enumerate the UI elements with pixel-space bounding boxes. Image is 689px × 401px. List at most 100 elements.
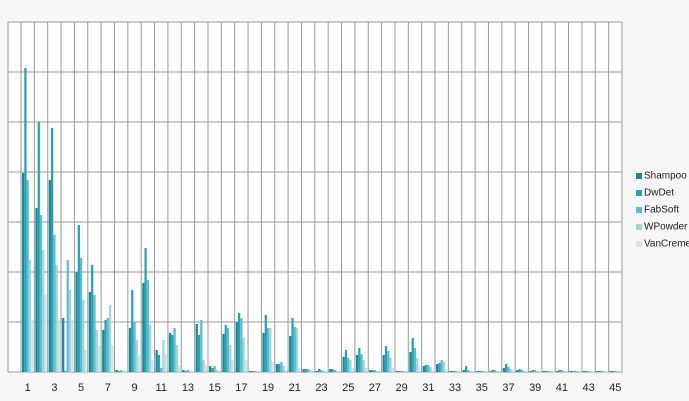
x-tick-label: 33 [449, 382, 461, 394]
bar [289, 336, 292, 372]
bar [542, 371, 546, 372]
bar [269, 328, 272, 372]
bar [204, 365, 207, 372]
x-tick-label: 29 [396, 382, 408, 394]
bar [57, 320, 61, 372]
legend-label: WPowder [644, 222, 688, 233]
bar [611, 371, 615, 372]
bar [582, 371, 586, 372]
bar [197, 335, 201, 372]
bar [186, 370, 190, 372]
bar [231, 360, 234, 372]
bar [563, 371, 566, 372]
bar [476, 371, 479, 372]
bar [364, 368, 368, 372]
bar [511, 370, 515, 372]
bar [64, 371, 67, 372]
bar [298, 368, 301, 372]
bar [371, 370, 374, 372]
bar [344, 350, 348, 372]
bar [251, 371, 254, 372]
bar [456, 371, 459, 372]
bar [578, 371, 581, 372]
bar [598, 371, 601, 372]
bar [42, 250, 45, 372]
bar [431, 370, 435, 372]
bar [402, 371, 406, 372]
bar [177, 365, 181, 372]
bar [295, 328, 299, 372]
bar [189, 371, 192, 372]
x-tick-label: 11 [156, 382, 167, 394]
bar [600, 371, 604, 372]
bar [569, 371, 572, 372]
bar [322, 371, 325, 372]
bar [37, 122, 40, 372]
bar [155, 350, 158, 372]
x-tick-label: 17 [235, 382, 247, 394]
bar [249, 371, 252, 372]
legend-swatch [636, 207, 642, 213]
bar [442, 362, 446, 372]
legend-swatch [636, 241, 642, 247]
bar [445, 369, 448, 372]
bar [222, 334, 225, 372]
bar [491, 370, 494, 372]
bar [522, 371, 526, 372]
bar [342, 357, 345, 372]
bar [449, 371, 452, 372]
bar [142, 283, 145, 372]
bar [422, 366, 425, 372]
bar [424, 365, 428, 372]
bar [387, 351, 390, 372]
bar [182, 370, 185, 372]
x-tick-label: 25 [342, 382, 354, 394]
x-tick-label: 37 [502, 382, 514, 394]
bar [502, 368, 506, 372]
bar [469, 371, 472, 372]
bar [144, 248, 147, 372]
bar [108, 305, 112, 372]
bar [411, 338, 414, 372]
bar [360, 354, 363, 372]
x-tick-label: 31 [422, 382, 434, 394]
bar [22, 173, 25, 372]
bar [226, 328, 230, 372]
bar [304, 369, 308, 372]
bar [128, 328, 132, 372]
bar [574, 371, 577, 372]
bar [429, 367, 432, 372]
x-tick-label: 7 [105, 382, 111, 394]
bar [106, 318, 109, 372]
bar [538, 371, 541, 372]
bar [131, 290, 134, 372]
bar [596, 371, 599, 372]
bar [436, 364, 439, 372]
x-tick-label: 5 [78, 382, 84, 394]
bar [218, 371, 221, 372]
bar [413, 348, 417, 372]
bar [293, 327, 296, 372]
bar [184, 371, 187, 372]
bar [603, 371, 606, 372]
bar [280, 362, 283, 372]
bar [320, 370, 323, 372]
bar [195, 324, 198, 372]
legend: Shampoo DwDet FabSoft WPowder VanCreme [636, 171, 689, 250]
bar [255, 371, 259, 372]
bar [309, 370, 312, 372]
bar [505, 364, 508, 372]
bar [471, 371, 475, 372]
bar [335, 371, 339, 372]
bar [465, 366, 468, 372]
bar [262, 333, 265, 372]
bar [115, 370, 118, 372]
bar [529, 371, 532, 372]
bar [224, 325, 227, 372]
bar [589, 371, 593, 372]
bar [271, 362, 274, 372]
bar [211, 368, 214, 372]
bar [315, 371, 319, 372]
x-tick-label: 9 [131, 382, 137, 394]
bar [68, 290, 72, 372]
